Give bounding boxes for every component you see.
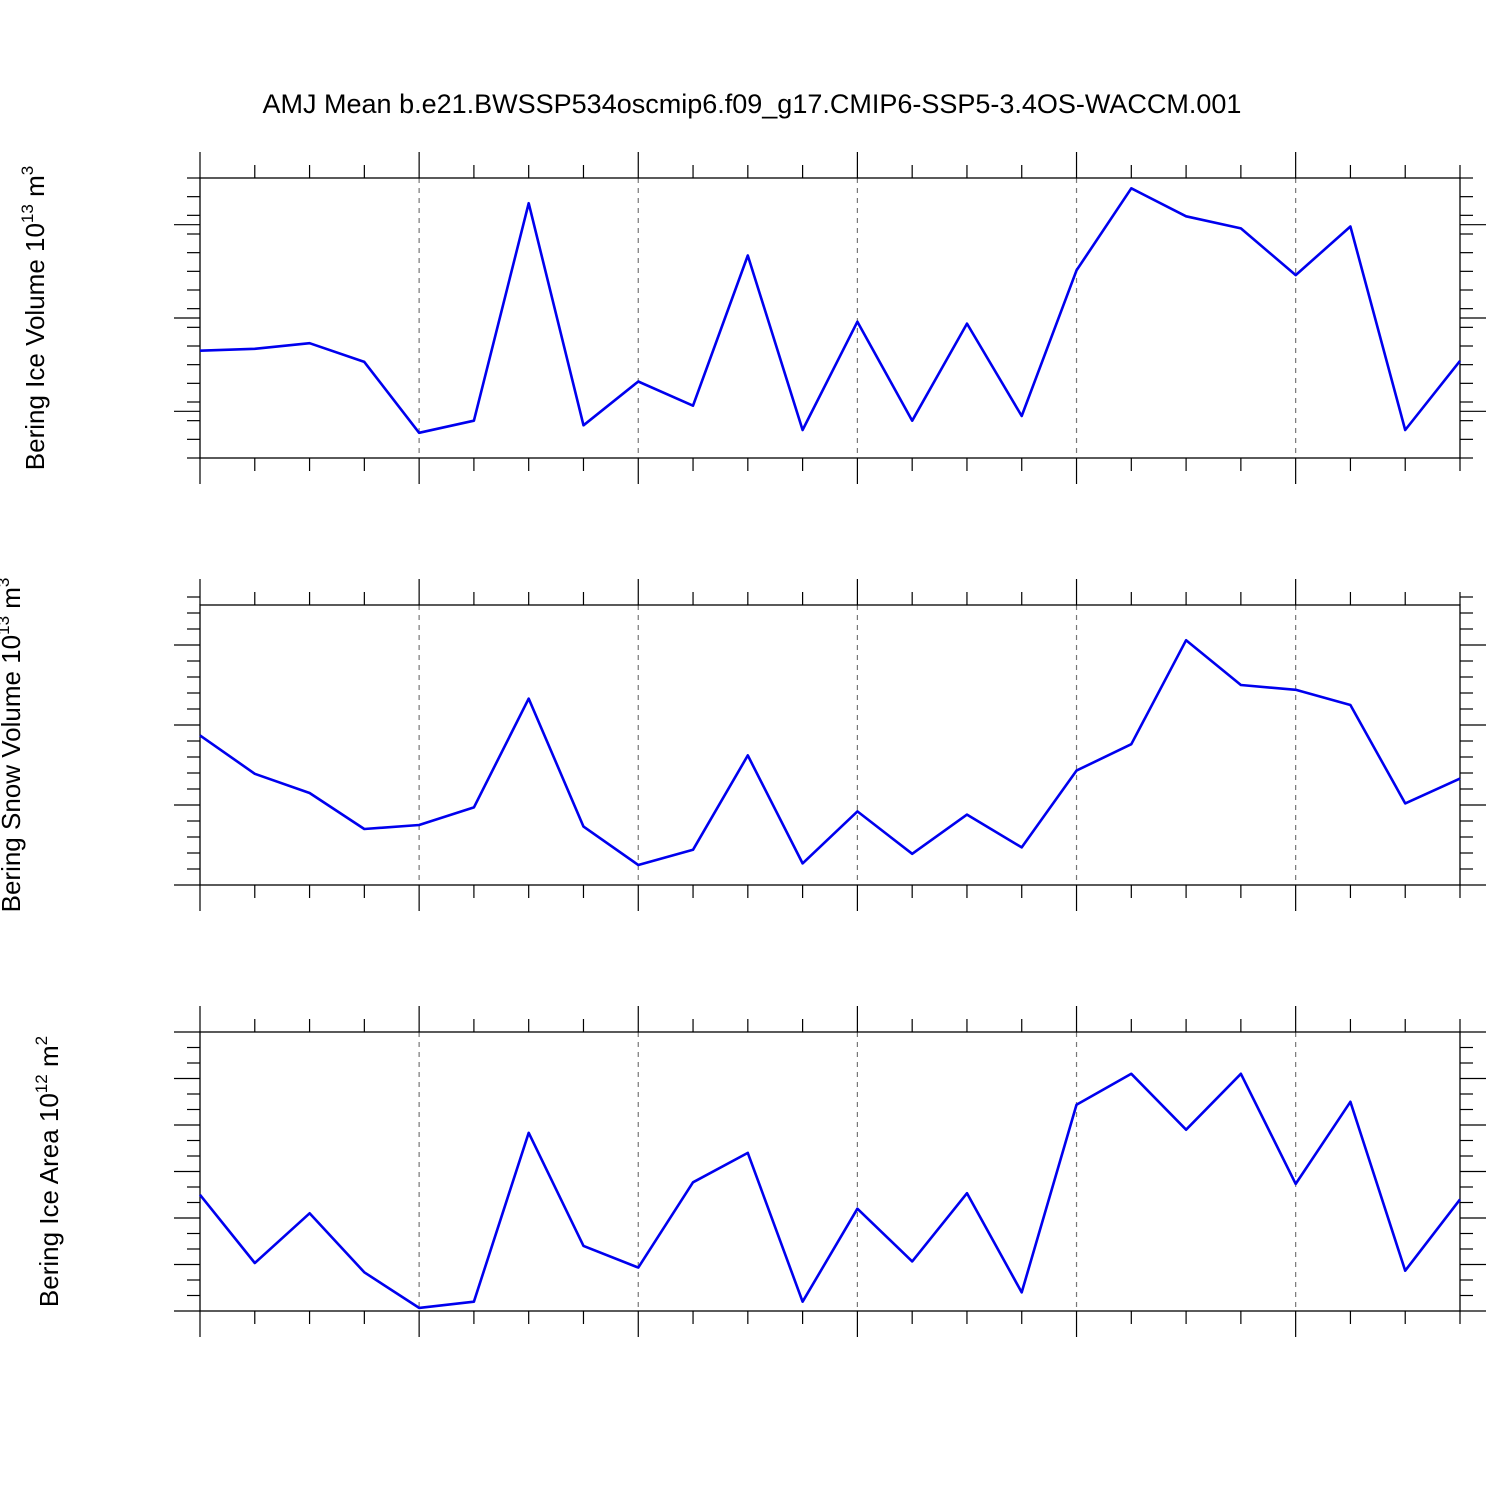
series-line [199,638,1461,867]
y-axis-label: Bering Ice Area 1012 m2 [32,1036,64,1307]
y-axis-label: Bering Snow Volume 1013 m3 [0,578,26,913]
y-axis-label: Bering Ice Volume 1013 m3 [18,166,50,470]
y-axis-label-ylabel-sup: 13 [18,204,37,223]
y-axis-label-ylabel-unit-sup: 3 [0,578,13,587]
y-axis-label-ylabel-sup: 12 [32,1074,51,1093]
y-axis-label-ylabel-unit-sup: 2 [32,1036,51,1045]
y-axis-label-ylabel-unit: m [20,175,50,204]
plot-frame [199,604,1461,886]
chart-panel-1: Bering Ice Volume 1013 m3 [18,152,1486,484]
y-axis-label-ylabel-unit: m [34,1045,64,1074]
y-axis-label-ylabel-sup: 13 [0,616,13,635]
y-axis-label-ylabel-unit: m [0,587,26,616]
y-axis-label-ylabel-unit-sup: 3 [18,166,37,175]
series-line [198,1072,1462,1310]
figure-title: AMJ Mean b.e21.BWSSP534oscmip6.f09_g17.C… [263,89,1242,119]
series-line [199,187,1462,435]
chart-panel-2: Bering Snow Volume 1013 m3 [0,578,1486,913]
y-axis-label-ylabel: Bering Ice Volume 10 [20,223,50,470]
y-axis-label-ylabel: Bering Snow Volume 10 [0,635,26,913]
chart-panel-3: Bering Ice Area 1012 m2 [32,1006,1486,1337]
y-axis-label-ylabel: Bering Ice Area 10 [34,1093,64,1307]
